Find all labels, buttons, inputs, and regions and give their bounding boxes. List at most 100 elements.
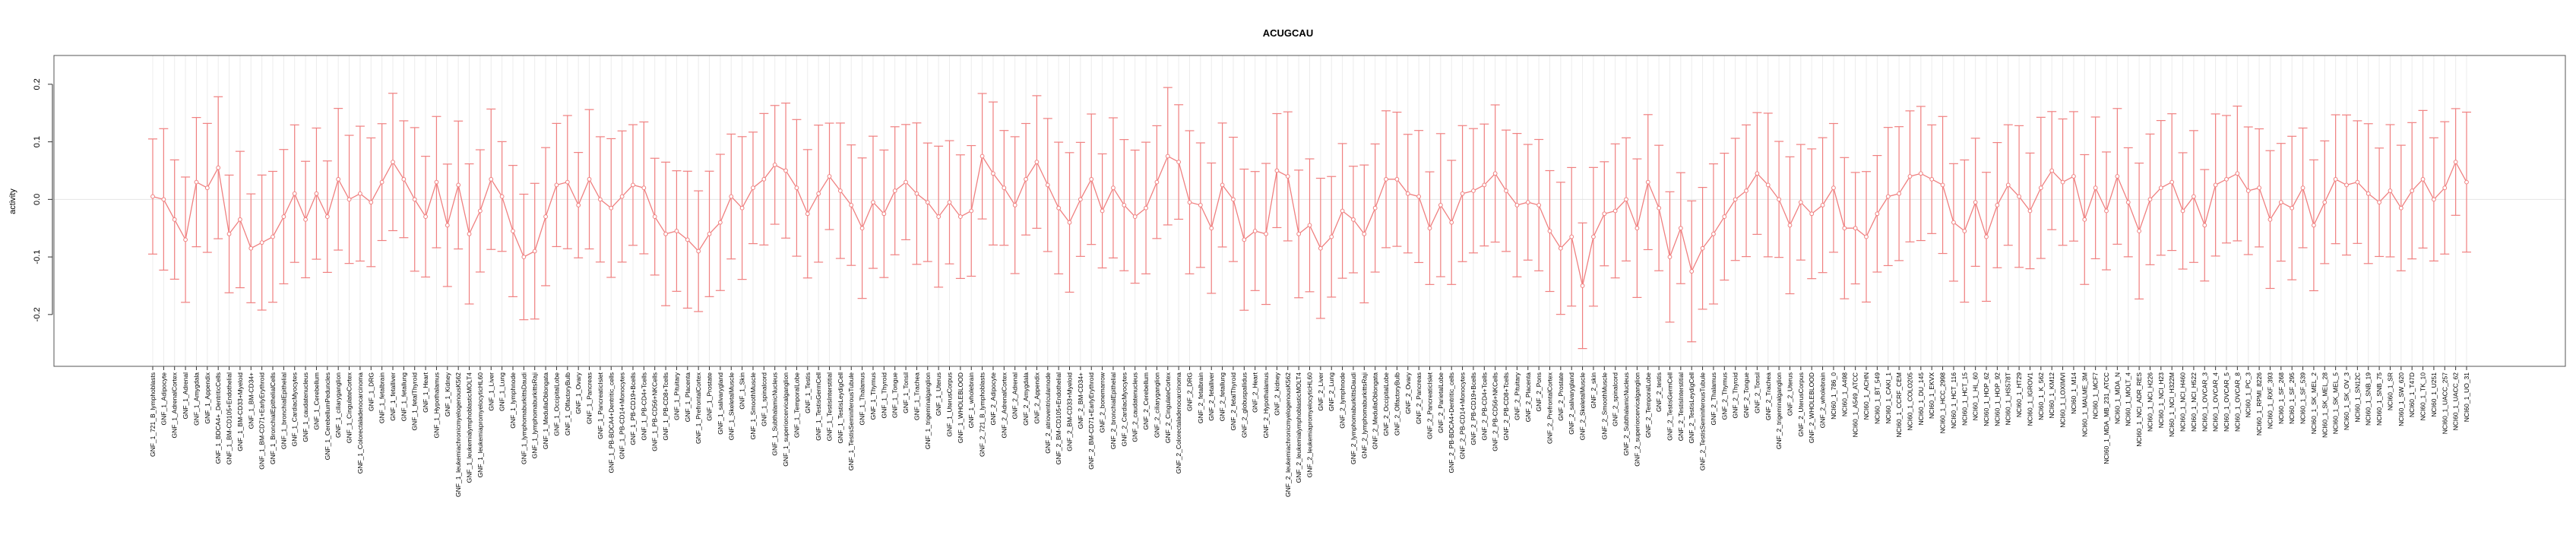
category-label: NCI60_1_HL_60 <box>1972 372 1979 421</box>
category-label: GNF_1_Tonsil <box>902 372 910 413</box>
category-label: GNF_2_OccipitalLobe <box>1382 372 1390 436</box>
category-label: GNF_2_Thymus <box>1720 372 1728 420</box>
category-label: GNF_2_UterusCorpus <box>1797 372 1805 437</box>
data-point <box>1165 154 1170 159</box>
category-label: GNF_2_BM-CD71+EarlyErythroid <box>1087 372 1095 470</box>
category-label: GNF_1_Thalamus <box>859 372 866 425</box>
data-point <box>1765 182 1771 188</box>
data-point <box>1689 269 1695 274</box>
category-label: GNF_2_SkeletalMuscle <box>1579 372 1587 441</box>
category-label: GNF_1_Adrenal <box>182 372 189 420</box>
data-point <box>183 237 188 242</box>
data-point <box>1471 188 1476 193</box>
data-point <box>979 154 985 159</box>
data-point <box>1024 176 1028 182</box>
category-label: GNF_1_OccipitalLobe <box>552 372 560 436</box>
data-point <box>1940 182 1945 188</box>
data-point <box>216 165 221 170</box>
category-label: GNF_2_fetalbrain <box>1197 372 1204 423</box>
category-label: GNF_1_Kidney <box>444 372 451 416</box>
category-label: GNF_1_PB-CD56+NKCells <box>651 372 659 451</box>
data-point <box>1657 205 1662 211</box>
data-point <box>1962 229 1967 233</box>
category-label: NCI60_1_HS578T <box>2005 372 2012 425</box>
category-label: GNF_1_PB-CD14+Monocytes <box>619 372 626 459</box>
data-point <box>1460 191 1465 196</box>
data-point <box>2049 168 2055 173</box>
data-point <box>717 220 723 225</box>
data-point <box>837 188 843 193</box>
data-point <box>903 179 908 185</box>
category-label: GNF_1_BM-CD33+Myeloid <box>236 372 244 451</box>
category-label: NCI60_1_OVCAR_5 <box>2223 372 2230 432</box>
data-point <box>1067 220 1072 225</box>
data-point <box>150 194 155 199</box>
data-point <box>1252 229 1258 233</box>
data-point <box>423 214 428 219</box>
category-label: GNF_2_bonemarrow <box>1099 372 1106 432</box>
category-label: GNF_2_PB-CD56+NKCells <box>1492 372 1499 451</box>
data-point <box>2398 205 2404 211</box>
category-label: GNF_2_TestisLeydigCell <box>1688 372 1695 444</box>
category-label: GNF_1_lymphomaburkittsRaji <box>531 372 539 458</box>
data-point <box>1012 203 1017 207</box>
data-point <box>2432 197 2436 202</box>
data-point <box>1907 174 1913 179</box>
data-point <box>1569 234 1574 239</box>
data-point <box>1416 194 1422 199</box>
data-point <box>1438 203 1443 207</box>
category-label: GNF_2_Pons <box>1535 372 1543 412</box>
data-point <box>2027 208 2033 214</box>
data-point <box>991 171 995 176</box>
data-point <box>849 203 854 207</box>
category-label: GNF_1_leukemialymphoblasticMOLT4 <box>466 372 473 483</box>
data-point <box>2115 174 2120 179</box>
data-point <box>892 188 897 193</box>
data-point <box>1362 231 1367 236</box>
category-label: GNF_1_Ovary <box>574 372 582 414</box>
data-point <box>816 191 821 196</box>
data-point <box>696 249 701 254</box>
data-point <box>641 185 647 191</box>
data-point <box>1984 234 1989 239</box>
category-label: GNF_2_Adrenal <box>1011 372 1019 420</box>
category-label: GNF_1_Pituitary <box>672 372 680 420</box>
category-label: NCI60_1_A549_ATCC <box>1852 372 1859 437</box>
category-label: GNF_1_TestisLeydigCell <box>837 372 844 444</box>
data-point <box>2158 185 2163 191</box>
data-point <box>1154 179 1160 185</box>
data-point <box>1995 203 2000 207</box>
category-label: NCI60_1_KM12 <box>2048 372 2055 419</box>
category-label: GNF_2_BM-CD33+Myeloid <box>1066 372 1074 451</box>
category-label: NCI60_1_NCI_H226 <box>2146 372 2154 432</box>
category-label: GNF_1_PB-CD4+Tcells <box>640 372 647 441</box>
category-label: NCI60_1_CAKI_1 <box>1885 372 1892 424</box>
data-point <box>1056 205 1062 211</box>
category-label: GNF_1_Cerebellum <box>312 372 320 430</box>
y-axis-label: activity <box>8 188 17 214</box>
category-label: GNF_1_Uterus <box>935 372 942 416</box>
category-label: NCI60_1_HT29 <box>2015 372 2023 417</box>
category-label: NCI60_1_SF_295 <box>2288 372 2296 424</box>
data-point <box>2235 171 2240 176</box>
data-point <box>2312 223 2316 228</box>
category-label: GNF_2_testis <box>1655 372 1663 412</box>
data-point <box>532 249 537 254</box>
data-point <box>652 214 657 219</box>
data-point <box>554 182 559 188</box>
data-point <box>1733 197 1738 202</box>
data-point <box>1798 200 1803 205</box>
category-label: GNF_2_Lung <box>1328 372 1335 411</box>
data-point <box>1340 208 1345 214</box>
category-label: GNF_2_fetalThyroid <box>1229 372 1237 431</box>
data-point <box>1045 182 1050 188</box>
category-label: GNF_2_globuspallidus <box>1240 372 1248 438</box>
category-label: GNF_2_Thyroid <box>1732 372 1739 419</box>
y-tick-label: 0.1 <box>33 136 42 147</box>
data-point <box>1492 171 1498 176</box>
category-label: GNF_1_caudatenucleus <box>302 372 309 442</box>
data-point <box>1307 223 1312 228</box>
category-label: NCI60_1_SF_539 <box>2299 372 2307 424</box>
category-label: GNF_2_superiorcervicalganglion <box>1633 372 1641 467</box>
data-point <box>1831 185 1836 191</box>
